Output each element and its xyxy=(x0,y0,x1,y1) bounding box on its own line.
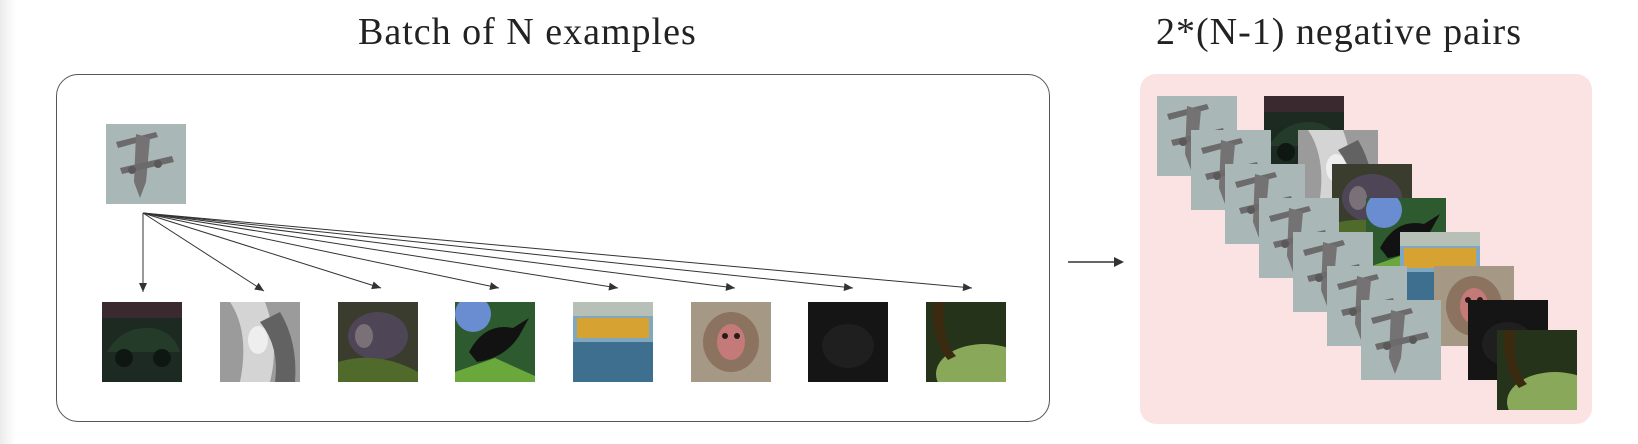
monkey-face-icon xyxy=(691,302,771,382)
airplane-icon xyxy=(1361,300,1441,380)
airplane-icon xyxy=(106,124,186,204)
car-icon xyxy=(102,302,182,382)
frog-icon xyxy=(926,302,1006,382)
dark-scene-thumbnail xyxy=(808,302,888,382)
negative-pairs-title: 2*(N-1) negative pairs xyxy=(1156,11,1522,53)
fan-arrow-line xyxy=(142,212,736,289)
fan-arrow-line xyxy=(142,212,854,289)
fan-arrow-line xyxy=(142,212,500,289)
fan-arrow-line xyxy=(142,212,619,289)
frog-thumbnail xyxy=(926,302,1006,382)
fan-arrow-head xyxy=(371,281,381,290)
monkey-dark-thumbnail xyxy=(338,302,418,382)
fan-arrow-head xyxy=(254,282,264,291)
fan-arrow-line xyxy=(142,212,382,289)
airplane-thumbnail xyxy=(1361,300,1441,380)
animal-icon xyxy=(220,302,300,382)
frog-thumbnail xyxy=(1497,330,1577,410)
frog-icon xyxy=(1497,330,1577,410)
fan-arrow-head xyxy=(843,283,853,292)
fan-arrow-head xyxy=(962,283,972,292)
grayscale-animal-thumbnail xyxy=(220,302,300,382)
dark-scene-icon xyxy=(808,302,888,382)
fan-arrow-line xyxy=(142,212,265,292)
fan-arrow-head xyxy=(608,282,618,291)
truck-icon xyxy=(573,302,653,382)
fan-arrow-head xyxy=(489,282,499,291)
batch-title: Batch of N examples xyxy=(358,11,697,53)
left-edge-shade xyxy=(0,0,16,444)
bird-thumbnail xyxy=(455,302,535,382)
fan-arrow-head xyxy=(725,282,735,291)
monkey-icon xyxy=(338,302,418,382)
fan-arrow-head xyxy=(139,283,147,292)
airplane-thumbnail xyxy=(106,124,186,204)
car-thumbnail xyxy=(102,302,182,382)
bird-icon xyxy=(455,302,535,382)
truck-thumbnail xyxy=(573,302,653,382)
fan-arrow-line xyxy=(142,212,973,289)
monkey-face-thumbnail xyxy=(691,302,771,382)
